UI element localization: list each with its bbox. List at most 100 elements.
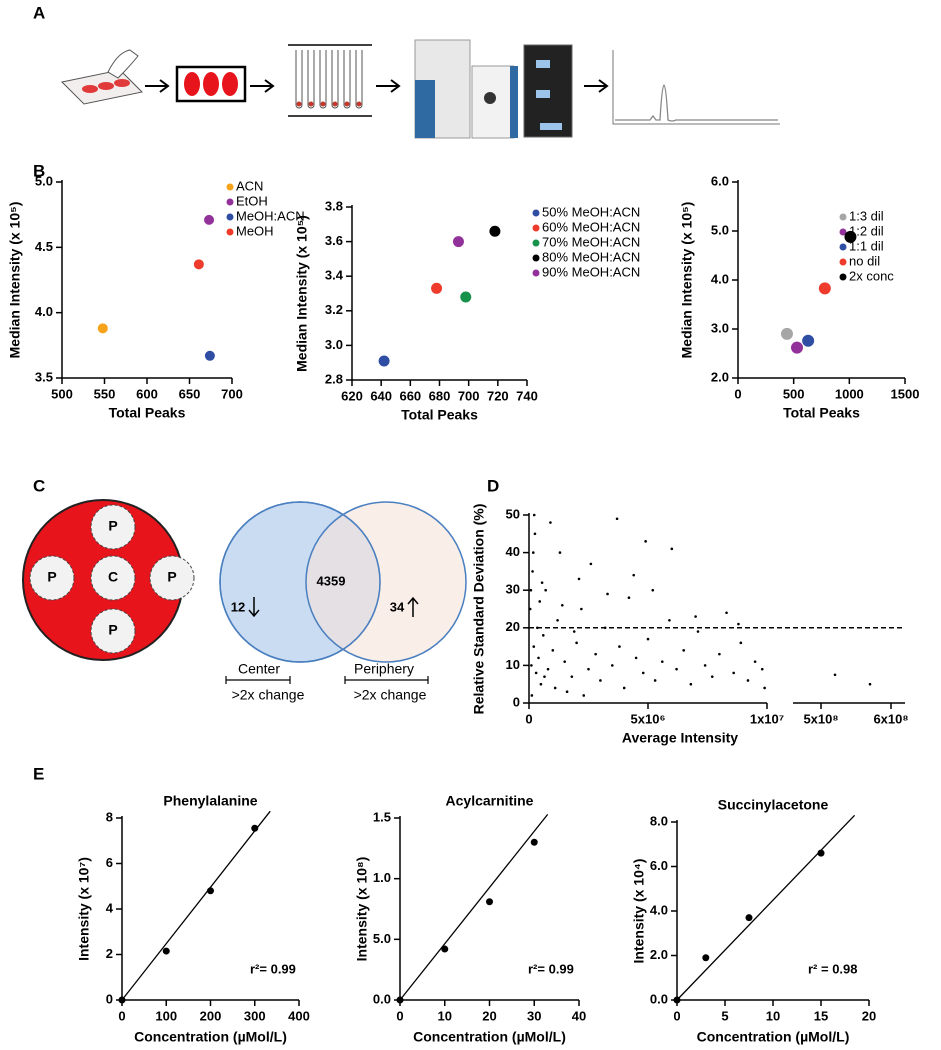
point xyxy=(538,600,542,603)
point xyxy=(546,667,550,671)
point xyxy=(694,615,697,618)
legend-swatch xyxy=(226,213,234,221)
fit-line xyxy=(121,810,271,1001)
punch-label: P xyxy=(47,569,56,585)
point xyxy=(251,824,259,832)
y-tick-label: 4.0 xyxy=(35,304,53,319)
point xyxy=(553,686,557,690)
tube-rack xyxy=(288,44,372,117)
point xyxy=(543,675,546,678)
legend-label: ACN xyxy=(236,178,263,193)
point xyxy=(529,588,533,592)
fit-line xyxy=(399,813,549,1001)
point xyxy=(802,334,815,347)
y-tick-label: 6.0 xyxy=(650,858,668,873)
point xyxy=(606,592,609,596)
x-tick-label: 300 xyxy=(244,1008,266,1023)
point xyxy=(739,641,743,645)
punch xyxy=(90,608,136,654)
legend-swatch xyxy=(839,228,847,236)
point xyxy=(725,611,728,615)
x-tick-label: 20 xyxy=(482,1008,496,1023)
legend-swatch xyxy=(839,213,847,221)
point xyxy=(537,656,540,660)
point xyxy=(589,562,593,566)
x-tick-label: 740 xyxy=(516,388,538,403)
bracket xyxy=(225,676,291,684)
x-tick-label: 720 xyxy=(487,388,509,403)
x-tick-label: 100 xyxy=(155,1008,177,1023)
point xyxy=(539,682,543,686)
point xyxy=(193,259,204,270)
spot xyxy=(114,79,130,87)
point xyxy=(634,656,638,660)
y-tick-label: 2.0 xyxy=(711,369,729,384)
point xyxy=(162,947,170,955)
legend-label: 1:3 dil xyxy=(849,208,884,223)
point xyxy=(540,581,544,584)
x-tick-label: 10 xyxy=(438,1008,452,1023)
chart-title: Phenylalanine xyxy=(163,793,257,809)
point xyxy=(541,634,545,637)
point xyxy=(587,667,590,671)
chromatogram-axes xyxy=(612,50,780,125)
point xyxy=(689,682,693,686)
y-tick-label: 0 xyxy=(106,991,113,1006)
point xyxy=(745,914,753,922)
legend-swatch xyxy=(226,183,234,191)
x-axis-title: Total Peaks xyxy=(401,407,478,423)
y-tick-label: 3.2 xyxy=(325,302,343,317)
legend-swatch xyxy=(532,254,540,262)
point xyxy=(580,607,583,611)
x-tick-label: 680 xyxy=(429,388,451,403)
point xyxy=(594,652,597,656)
x-tick-label: 400 xyxy=(288,1008,310,1023)
point xyxy=(763,686,766,690)
point xyxy=(673,996,681,1004)
point xyxy=(718,652,721,656)
hand xyxy=(107,49,139,79)
annotation: r² = 0.98 xyxy=(808,961,858,976)
y-tick-label: 0.0 xyxy=(373,991,391,1006)
point xyxy=(396,996,404,1004)
x-tick-label: 1x10⁷ xyxy=(750,711,784,726)
point xyxy=(753,660,757,663)
display xyxy=(540,123,562,130)
point xyxy=(531,551,535,554)
x-tick-label: 500 xyxy=(51,386,73,401)
x-tick-label: 700 xyxy=(458,388,480,403)
point xyxy=(615,517,619,521)
point xyxy=(618,645,621,648)
bracket-title: Periphery xyxy=(354,661,414,677)
point xyxy=(710,675,714,678)
point xyxy=(603,626,607,630)
point xyxy=(577,577,581,581)
y-tick-label: 8.0 xyxy=(650,813,668,828)
x-tick-label: 0 xyxy=(396,1008,403,1023)
point xyxy=(97,323,108,334)
point xyxy=(544,588,547,592)
legend-swatch xyxy=(839,243,847,251)
legend-label: 90% MeOH:ACN xyxy=(542,264,640,279)
x-tick-label: 550 xyxy=(94,386,116,401)
point xyxy=(746,679,750,682)
point xyxy=(551,649,555,652)
y-axis-title: Median Intensity (x 10⁵) xyxy=(294,215,310,372)
y-axis-title: Relative Standard Deviation (%) xyxy=(471,504,487,715)
point xyxy=(868,682,872,686)
punch-label: P xyxy=(167,569,176,585)
point xyxy=(668,618,671,622)
legend-label: 60% MeOH:ACN xyxy=(542,219,640,234)
x-tick-label: 6x10⁸ xyxy=(873,711,908,726)
y-tick-label: 1.5 xyxy=(373,809,391,824)
panel-label: C xyxy=(33,476,45,495)
point xyxy=(532,645,536,648)
point xyxy=(378,355,390,367)
point xyxy=(670,547,674,551)
chart-title: Acylcarnitine xyxy=(446,793,534,809)
point xyxy=(489,225,501,237)
spot xyxy=(222,72,238,96)
y-tick-label: 4.0 xyxy=(711,271,729,286)
venn-count: 34 xyxy=(390,599,405,614)
point xyxy=(556,618,559,622)
